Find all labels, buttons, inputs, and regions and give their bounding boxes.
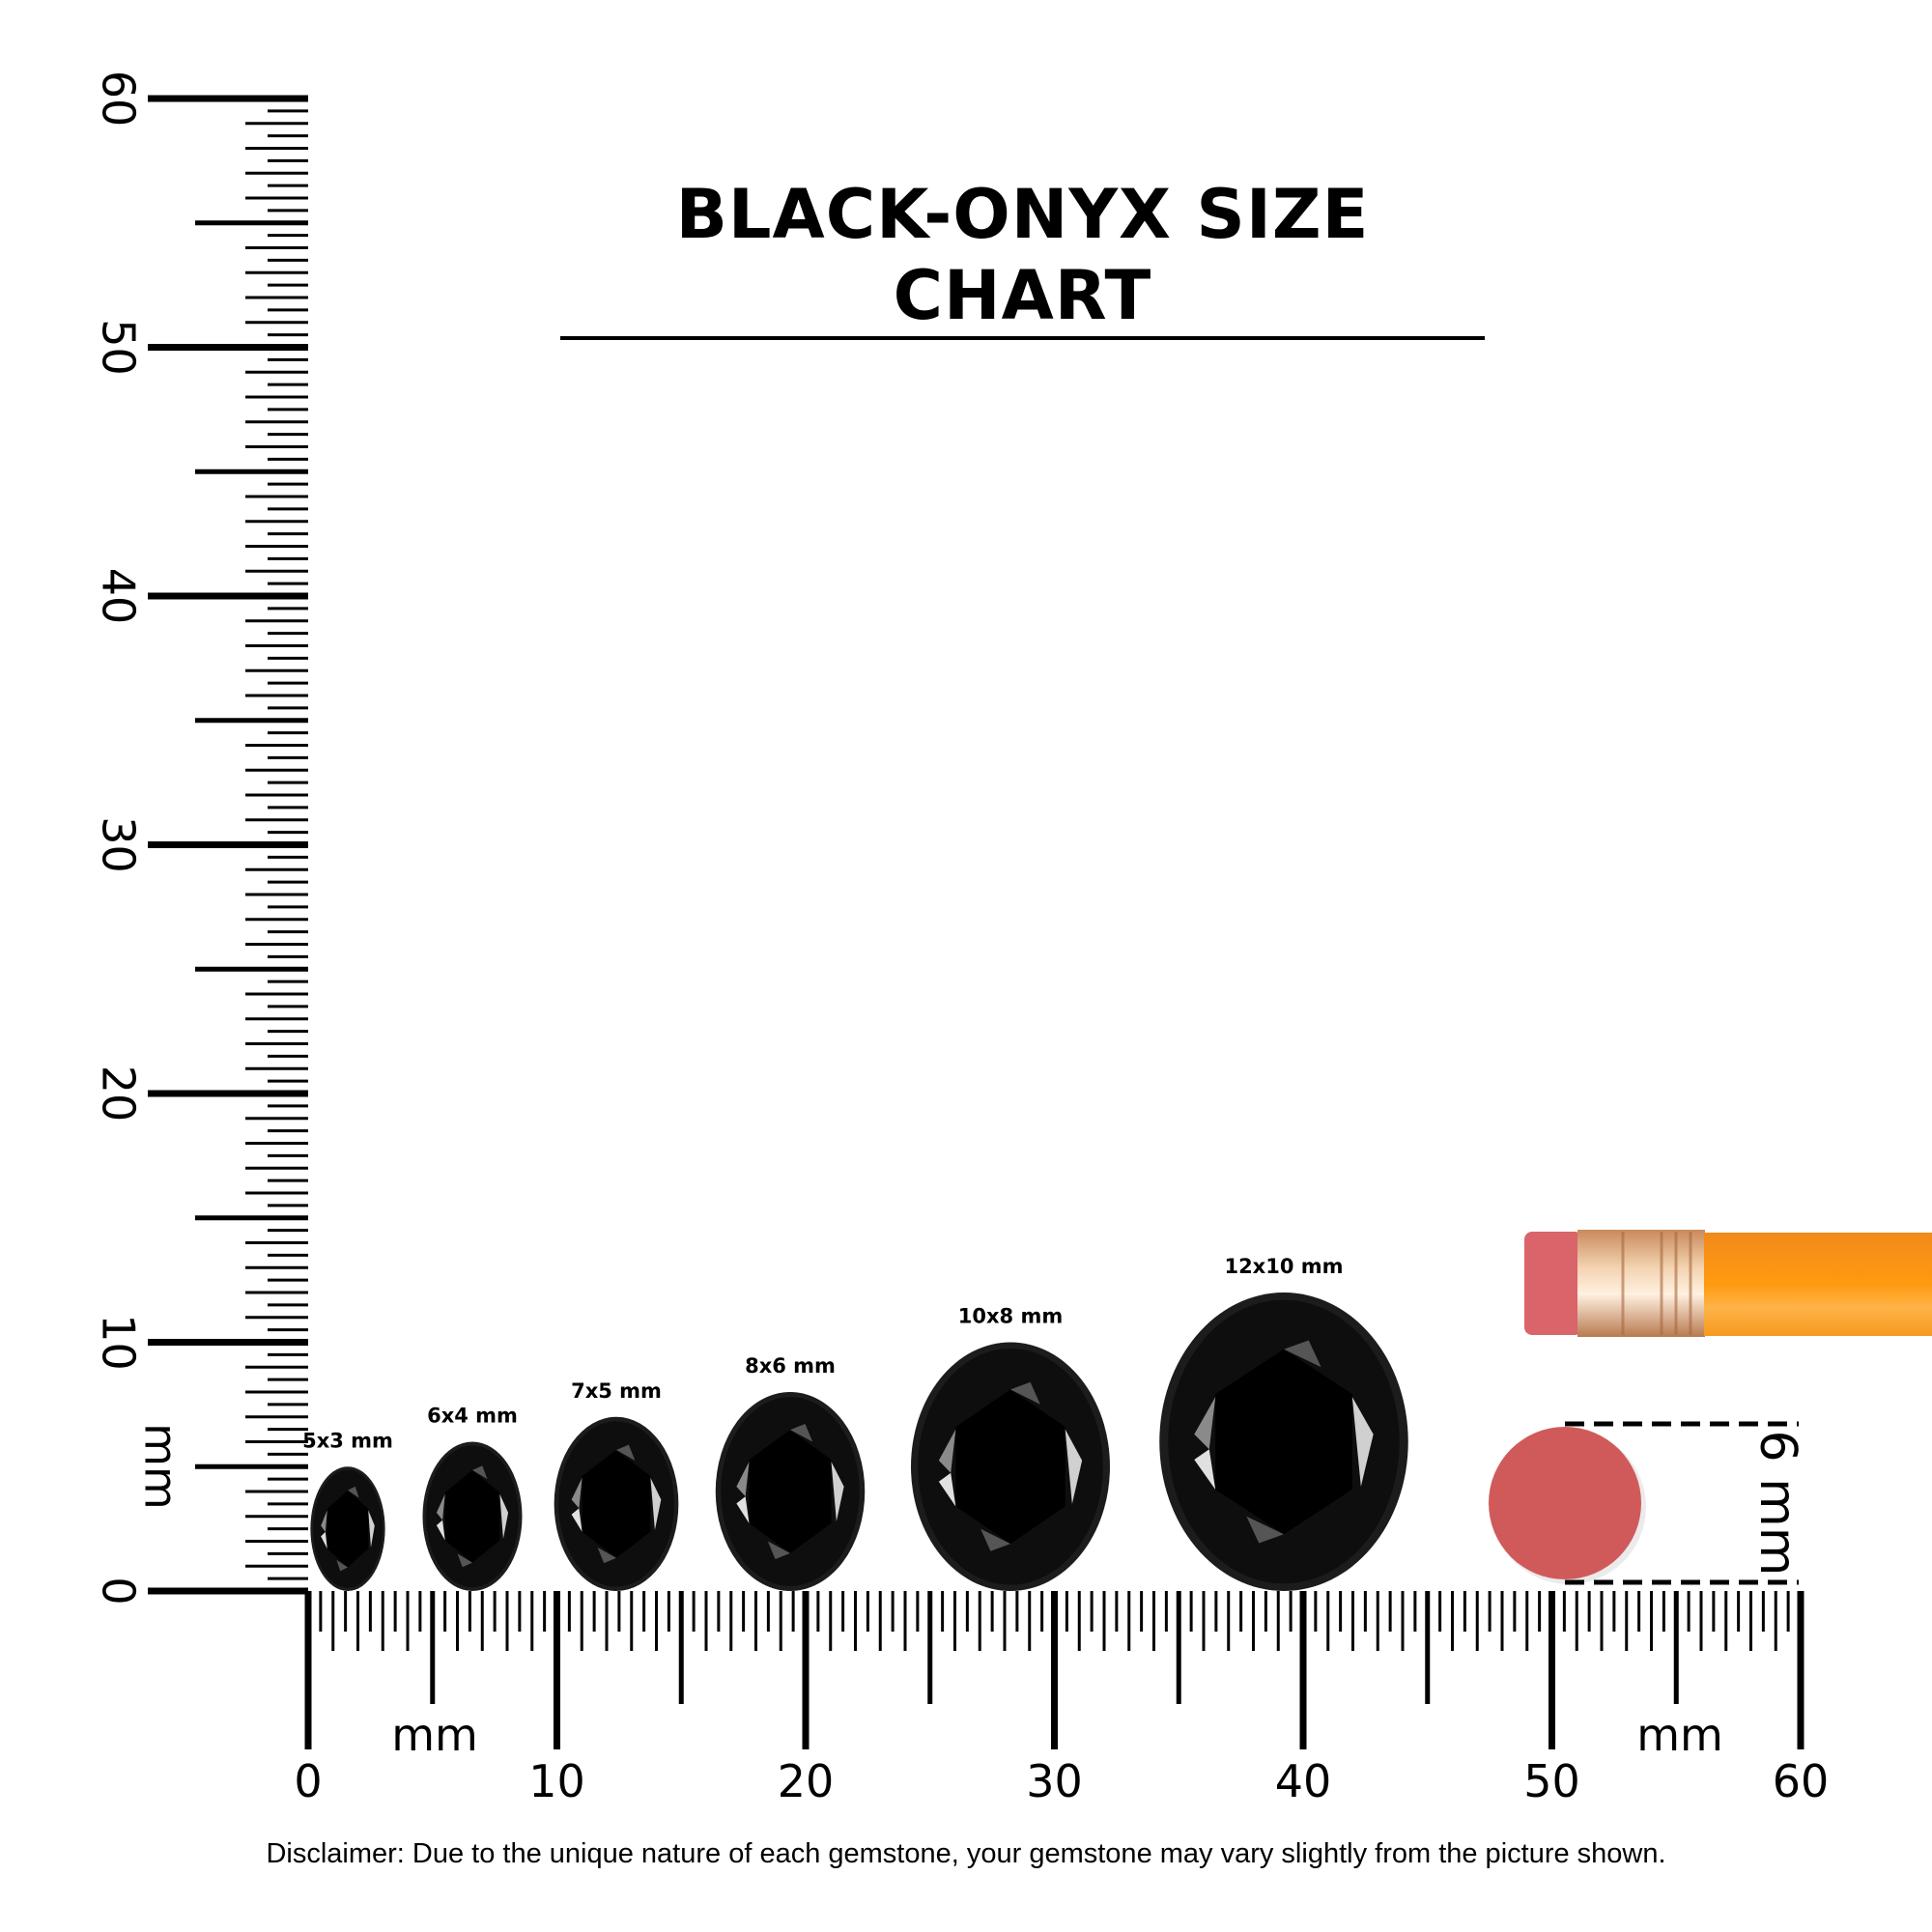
ruler-unit-label: mm <box>135 1423 187 1510</box>
gem-oval-8x6mm: 8x6 mm <box>715 1354 866 1591</box>
gem-facet-highlight <box>436 1520 445 1541</box>
gem-facet-highlight <box>321 1510 327 1532</box>
gem-size-label: 7x5 mm <box>571 1379 662 1403</box>
gem-facet-highlight <box>616 1444 636 1461</box>
gem-facet-highlight <box>597 1547 616 1564</box>
horizontal-ruler-label: 50 <box>1523 1755 1580 1807</box>
gem-table <box>327 1490 369 1568</box>
gem-facet-highlight <box>321 1531 327 1549</box>
ruler-unit-label: mm <box>391 1709 478 1761</box>
gem-table <box>1215 1349 1352 1535</box>
gem-oval-6x4mm: 6x4 mm <box>422 1405 523 1591</box>
gem-facet-highlight <box>1246 1516 1284 1544</box>
gem-facet-highlight <box>571 1477 582 1509</box>
vertical-ruler: 0 10 20 30 40 50 60 mm <box>93 71 308 1605</box>
vertical-ruler-label: 20 <box>93 1065 145 1122</box>
pencil-icon <box>1524 1230 1932 1337</box>
eraser-circle <box>1489 1427 1641 1579</box>
disclaimer: Disclaimer: Due to the unique nature of … <box>266 1838 1666 1869</box>
horizontal-ruler-label: 60 <box>1773 1755 1830 1807</box>
horizontal-ruler-label: 10 <box>528 1755 585 1807</box>
eraser-size-label: 6 mm <box>1748 1431 1806 1577</box>
gem-facet-highlight <box>1194 1449 1216 1490</box>
page-title: BLACK-ONYX SIZE CHART <box>560 174 1485 340</box>
eraser-reference: 6 mm <box>1489 1421 1806 1585</box>
horizontal-ruler-label: 0 <box>294 1755 322 1807</box>
pencil-eraser <box>1524 1232 1582 1335</box>
gem-oval-7x5mm: 7x5 mm <box>554 1379 679 1591</box>
ruler-unit-label: mm <box>1636 1709 1723 1761</box>
gem-facet-highlight <box>650 1477 662 1530</box>
vertical-ruler-label: 0 <box>93 1577 145 1605</box>
gem-size-label: 8x6 mm <box>745 1354 836 1378</box>
vertical-ruler-label: 30 <box>93 816 145 873</box>
gem-size-label: 10x8 mm <box>958 1305 1063 1328</box>
horizontal-ruler-label: 20 <box>778 1755 835 1807</box>
gem-size-label: 6x4 mm <box>427 1405 518 1428</box>
vertical-ruler-label: 10 <box>93 1314 145 1371</box>
gem-facet-highlight <box>790 1423 813 1442</box>
vertical-ruler-label: 50 <box>93 319 145 376</box>
gem-facet-highlight <box>938 1472 956 1507</box>
gem-facet-highlight <box>499 1493 509 1539</box>
gem-group: 5x3 mm 6x4 mm 7x5 mm 8x6 mm 10x8 mm 12x10 mm <box>302 1255 1408 1591</box>
pencil-body <box>1704 1233 1932 1336</box>
gem-facet-highlight <box>1284 1340 1321 1368</box>
gem-facet-highlight <box>736 1462 750 1497</box>
gem-facet-highlight <box>472 1465 488 1480</box>
gem-table <box>582 1449 651 1558</box>
pencil-ferrule <box>1577 1230 1705 1337</box>
gem-facet-highlight <box>980 1528 1010 1551</box>
gem-facet-highlight <box>436 1493 445 1520</box>
gem-facet-highlight <box>348 1486 359 1498</box>
gem-facet-highlight <box>1351 1397 1374 1487</box>
gem-oval-5x3mm: 5x3 mm <box>302 1429 393 1591</box>
horizontal-ruler: 0 10 20 30 40 50 60 mm mm <box>294 1591 1829 1807</box>
gem-oval-10x8mm: 10x8 mm <box>911 1305 1110 1591</box>
gem-size-label: 5x3 mm <box>302 1429 393 1452</box>
gem-table <box>749 1430 832 1553</box>
gem-facet-highlight <box>1065 1429 1083 1504</box>
gem-facet-highlight <box>571 1508 582 1532</box>
gem-facet-highlight <box>938 1429 956 1473</box>
gem-size-label: 12x10 mm <box>1224 1255 1343 1278</box>
horizontal-ruler-label: 40 <box>1275 1755 1332 1807</box>
gem-facet-highlight <box>831 1462 844 1521</box>
gem-facet-highlight <box>767 1541 790 1560</box>
gem-facet-highlight <box>368 1510 375 1548</box>
gem-facet-highlight <box>336 1559 348 1572</box>
gem-facet-highlight <box>736 1496 750 1523</box>
gem-facet-highlight <box>1194 1397 1216 1450</box>
horizontal-ruler-label: 30 <box>1026 1755 1083 1807</box>
gem-table <box>955 1389 1065 1545</box>
gem-table <box>444 1469 500 1563</box>
vertical-ruler-label: 40 <box>93 568 145 625</box>
gem-oval-12x10mm: 12x10 mm <box>1159 1255 1408 1591</box>
vertical-ruler-label: 60 <box>93 71 145 128</box>
gem-facet-highlight <box>457 1553 472 1568</box>
gem-facet-highlight <box>1010 1381 1040 1405</box>
